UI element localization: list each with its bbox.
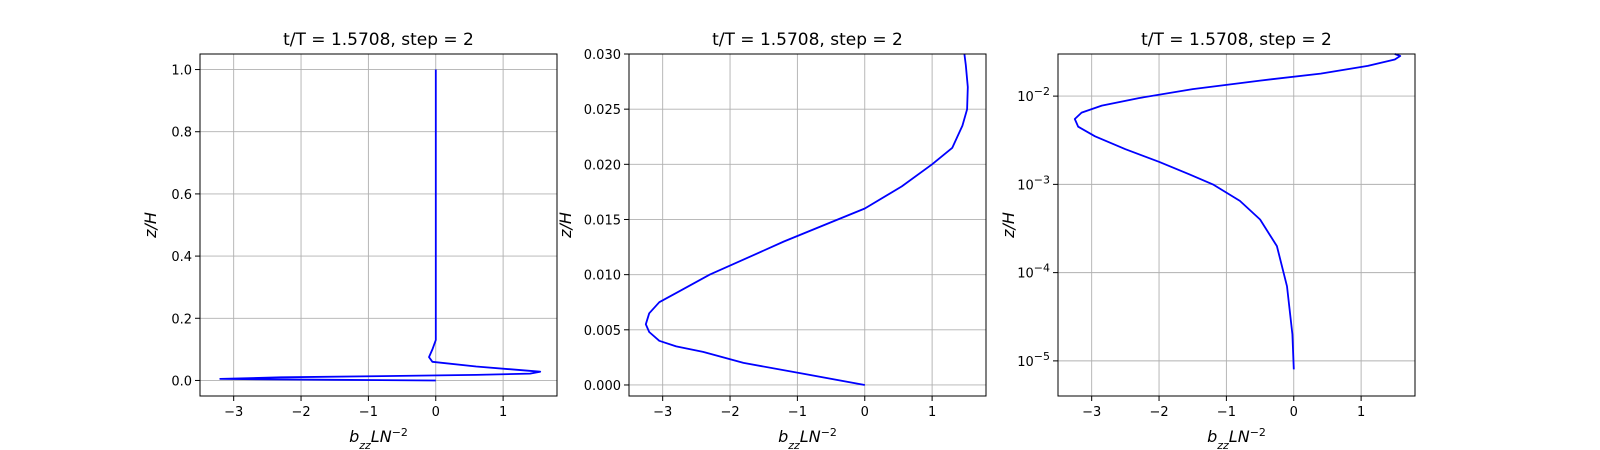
x-tick-label: −1 [359,405,378,420]
series-line [644,53,969,386]
x-tick-label: 1 [499,405,507,420]
y-tick-label: 0.000 [584,379,621,394]
axes-frame [628,53,987,397]
y-tick-label: 10−2 [1017,85,1050,106]
x-tick-label: −3 [224,405,243,420]
x-axis-label: bzzLN−2 [349,426,408,450]
x-tick-label: 0 [432,405,440,420]
x-tick-label: −3 [1082,405,1101,420]
panel-3: −3 −2 −1 0 1 10−5 10−4 10−3 10−2 t/T = 1.5708, st… [999,30,1416,450]
y-tick-label: 0.010 [584,269,621,284]
axes-frame [199,53,558,397]
x-axis-label: bzzLN−2 [1207,426,1266,450]
x-tick-label: 0 [1290,405,1298,420]
y-tick-label: 10−3 [1017,173,1050,194]
x-tick-label: −1 [1217,405,1236,420]
x-tick-label: 1 [1357,405,1365,420]
y-tick-label: 10−5 [1017,349,1050,370]
y-tick-label: 0.015 [584,213,621,228]
chart-title: t/T = 1.5708, step = 2 [712,30,903,50]
y-axis-label: z/H [141,212,160,239]
series-line [219,69,542,382]
x-tick-label: −2 [291,405,310,420]
chart-title: t/T = 1.5708, step = 2 [1141,30,1332,50]
panel-1: −3 −2 −1 0 1 0.0 0.2 0.4 0.6 0.8 1.0 t/T = 1.5708, … [141,30,558,450]
y-tick-label: 0.005 [584,324,621,339]
y-axis-label: z/H [556,212,575,239]
y-tick-label: 1.0 [171,64,192,79]
y-tick-label: 0.0 [171,374,192,389]
y-axis-label: z/H [999,212,1018,239]
x-tick-label: 1 [928,405,936,420]
y-tick-label: 0.6 [171,188,192,203]
axes-frame [1057,53,1416,397]
series-line [1073,53,1402,370]
y-tick-label: 0.020 [584,158,621,173]
y-tick-label: 0.2 [171,312,192,327]
x-tick-label: −3 [653,405,672,420]
x-tick-label: −1 [788,405,807,420]
x-tick-label: −2 [720,405,739,420]
x-tick-label: −2 [1149,405,1168,420]
x-tick-label: 0 [861,405,869,420]
y-tick-label: 10−4 [1017,261,1050,282]
x-axis-label: bzzLN−2 [778,426,837,450]
y-tick-label: 0.025 [584,103,621,118]
y-tick-label: 0.030 [584,48,621,63]
panel-2: −3 −2 −1 0 1 0.000 0.005 0.010 0.015 0.020 0.025 0.… [556,30,987,450]
chart-title: t/T = 1.5708, step = 2 [283,30,474,50]
y-tick-label: 0.4 [171,250,192,265]
y-tick-label: 0.8 [171,126,192,141]
